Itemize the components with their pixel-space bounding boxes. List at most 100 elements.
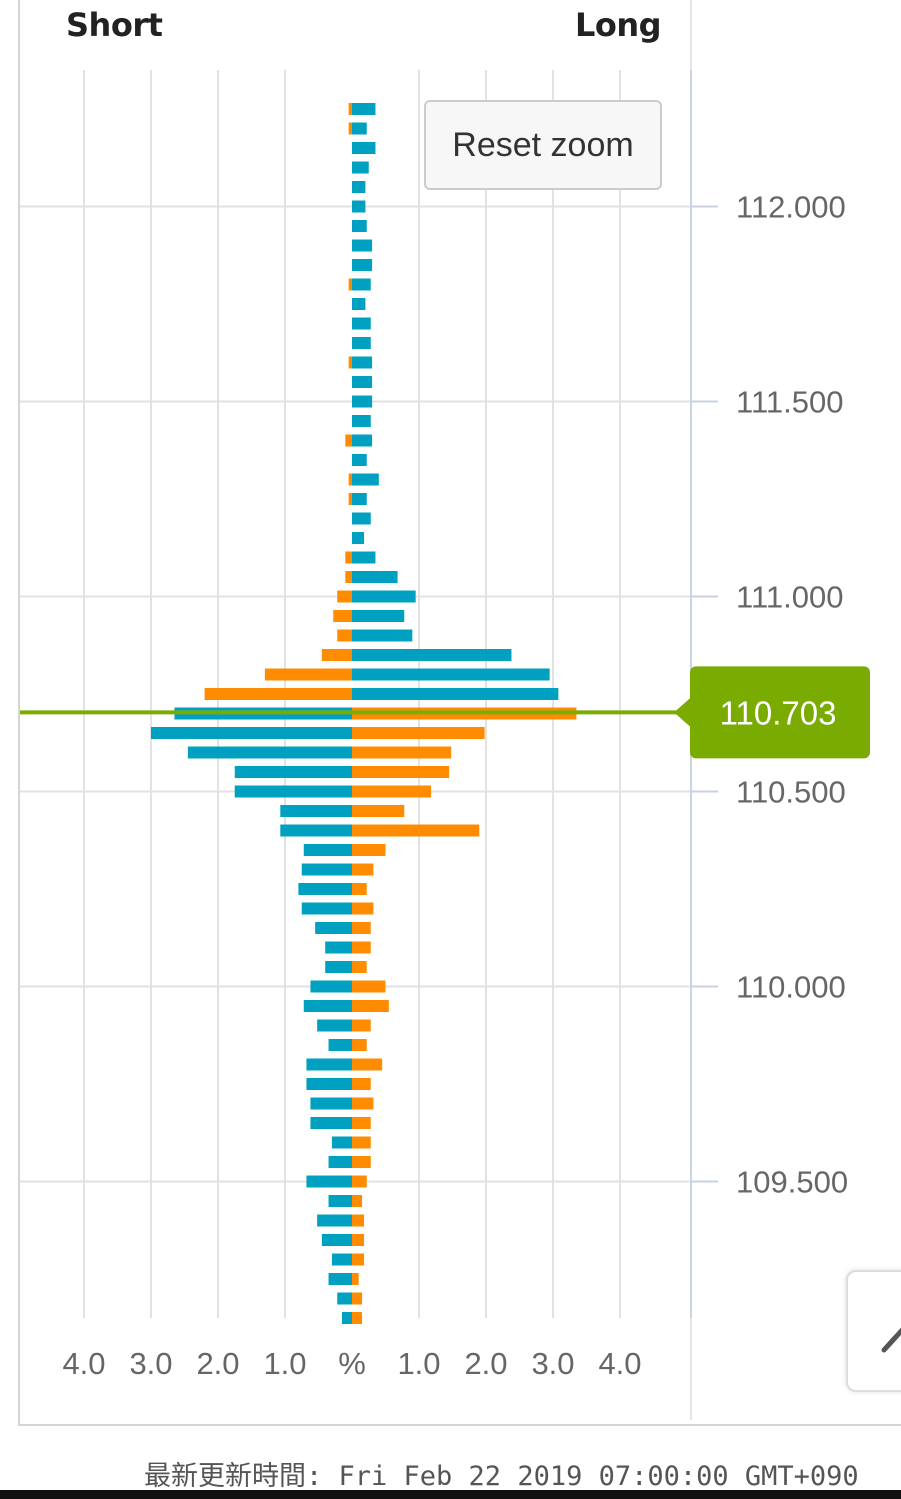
- long-bar: [352, 883, 367, 895]
- long-bar: [352, 1175, 367, 1188]
- long-bar: [352, 259, 373, 271]
- short-bar: [331, 1136, 352, 1149]
- short-bar: [301, 863, 352, 876]
- short-bar: [348, 122, 352, 135]
- pencil-icon: [881, 1327, 901, 1353]
- long-bar: [352, 493, 367, 505]
- long-bar: [352, 727, 485, 739]
- short-bar: [345, 571, 352, 583]
- long-bar: [352, 649, 512, 661]
- long-bar: [352, 1039, 367, 1051]
- edit-button[interactable]: [846, 1270, 901, 1392]
- short-bar: [325, 961, 352, 973]
- x-tick-label: 1.0: [397, 1346, 440, 1381]
- long-bar: [352, 902, 374, 915]
- long-bar: [352, 688, 559, 700]
- reset-zoom-button[interactable]: Reset zoom: [424, 100, 662, 190]
- y-tick-label: 110.000: [736, 970, 846, 1005]
- short-bar: [345, 551, 352, 564]
- short-bar: [234, 766, 352, 778]
- long-bar: [352, 220, 367, 232]
- long-bar: [352, 239, 373, 252]
- short-bar: [315, 922, 352, 934]
- long-bar: [352, 610, 405, 622]
- long-bar: [352, 337, 371, 349]
- long-bar: [352, 278, 371, 291]
- x-tick-label: 2.0: [196, 1346, 239, 1381]
- axes: 112.000 111.500 111.000 110.500 110.000 109.5…: [62, 70, 848, 1381]
- short-bar: [348, 493, 352, 505]
- short-bar: [333, 610, 352, 622]
- long-header: Long: [575, 6, 662, 44]
- price-label-pointer: [674, 697, 691, 728]
- x-tick-label: 3.0: [129, 1346, 172, 1381]
- long-bar: [352, 161, 369, 174]
- current-price-label: 110.703: [720, 694, 837, 731]
- long-bar: [352, 629, 413, 642]
- long-bar: [352, 1253, 365, 1266]
- short-bar: [328, 1195, 352, 1207]
- long-bar: [352, 941, 371, 954]
- long-bar: [352, 1078, 371, 1090]
- long-bar: [352, 1234, 365, 1246]
- long-bar: [352, 395, 373, 408]
- short-bar: [337, 590, 352, 603]
- short-bar: [280, 824, 352, 837]
- long-bar: [352, 766, 450, 778]
- long-bar: [352, 1058, 383, 1071]
- short-bar: [306, 1175, 352, 1188]
- long-bar: [352, 571, 398, 583]
- short-bar: [301, 902, 352, 915]
- position-ratio-chart: 112.000 111.500 111.000 110.500 110.000 109.5…: [20, 70, 870, 1381]
- current-price-marker: 110.703: [20, 666, 870, 759]
- short-bar: [187, 746, 352, 759]
- long-bar: [352, 317, 371, 330]
- long-bar: [352, 844, 386, 856]
- long-bar: [352, 922, 371, 934]
- short-bar: [321, 649, 352, 661]
- short-bar: [310, 980, 352, 993]
- long-bar: [352, 415, 371, 427]
- short-bar: [337, 1292, 352, 1305]
- long-bar: [352, 1000, 389, 1012]
- long-bar: [352, 1273, 359, 1285]
- short-bar: [328, 1039, 352, 1051]
- short-bar: [337, 629, 352, 642]
- short-bar: [328, 1156, 352, 1168]
- long-bar: [352, 551, 376, 564]
- long-bar: [352, 1136, 371, 1149]
- short-bar: [348, 278, 352, 291]
- short-bar: [341, 1312, 352, 1324]
- y-tick-label: 111.500: [736, 385, 843, 420]
- short-bar: [328, 1273, 352, 1285]
- last-updated-text: 最新更新時間: Fri Feb 22 2019 07:00:00 GMT+090: [144, 1461, 859, 1492]
- long-bar: [352, 746, 452, 759]
- long-bar: [352, 668, 550, 681]
- short-bar: [310, 1097, 352, 1110]
- short-bar: [234, 785, 352, 798]
- long-bar: [352, 1117, 371, 1129]
- x-tick-label: 2.0: [464, 1346, 507, 1381]
- long-bar: [352, 200, 366, 213]
- long-bar: [352, 805, 405, 817]
- short-bar: [317, 1019, 352, 1032]
- long-bar: [352, 1214, 365, 1227]
- short-bar: [321, 1234, 352, 1246]
- long-bar: [352, 1195, 363, 1207]
- y-tick-label: 109.500: [736, 1165, 848, 1200]
- short-bar: [303, 844, 352, 856]
- long-bar: [352, 961, 367, 973]
- long-bar: [352, 532, 365, 544]
- short-bar: [325, 941, 352, 954]
- short-bar: [151, 727, 352, 739]
- short-bar: [306, 1078, 352, 1090]
- short-bar: [317, 1214, 352, 1227]
- short-header: Short: [66, 6, 163, 44]
- long-bar: [352, 473, 379, 486]
- x-tick-label: 1.0: [263, 1346, 306, 1381]
- chart-frame: [18, 0, 901, 1426]
- long-bar: [352, 980, 386, 993]
- long-bar: [352, 1312, 363, 1324]
- long-bar: [352, 512, 371, 525]
- long-bar: [352, 1156, 371, 1168]
